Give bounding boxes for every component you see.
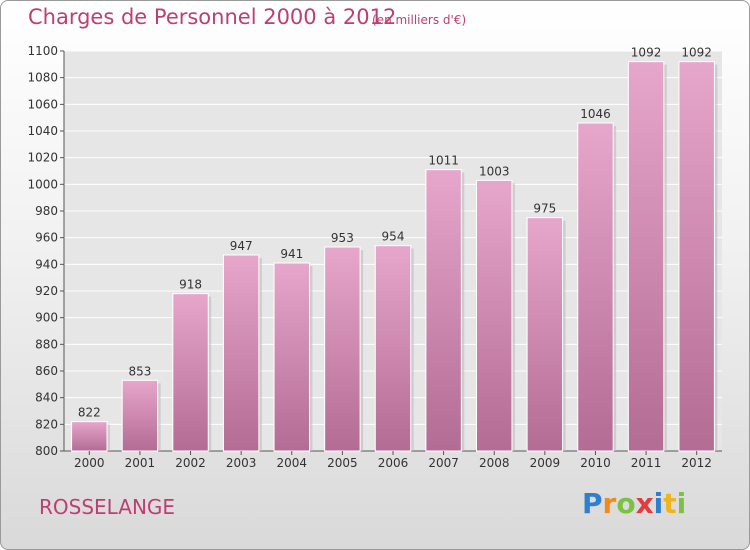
y-tick-label: 840: [35, 391, 58, 405]
commune-name: ROSSELANGE: [39, 495, 176, 519]
y-tick-label: 1060: [27, 97, 58, 111]
value-label: 1011: [428, 154, 459, 168]
x-tick-label: 2002: [175, 456, 206, 470]
chart-title: Charges de Personnel 2000 à 2012: [28, 5, 397, 29]
y-tick-label: 1020: [27, 151, 58, 165]
x-tick-label: 2011: [631, 456, 662, 470]
value-label: 941: [280, 247, 303, 261]
logo-letter: o: [616, 487, 636, 520]
value-label: 975: [533, 202, 556, 216]
y-tick-label: 860: [35, 364, 58, 378]
value-label: 822: [78, 406, 101, 420]
y-tick-label: 820: [35, 417, 58, 431]
logo-letter: i: [653, 487, 664, 520]
x-tick-label: 2006: [378, 456, 409, 470]
value-label: 947: [230, 239, 253, 253]
value-label: 918: [179, 278, 202, 292]
logo-letter: x: [635, 487, 654, 520]
y-tick-label: 880: [35, 337, 58, 351]
x-tick-label: 2012: [681, 456, 712, 470]
unit-note: (en milliers d'€): [372, 13, 467, 27]
x-tick-label: 2009: [530, 456, 561, 470]
bar: [526, 217, 564, 452]
logo-letter: r: [602, 487, 617, 520]
value-label: 1003: [479, 164, 510, 178]
bar: [71, 421, 108, 452]
x-tick-label: 2010: [580, 456, 611, 470]
bar: [172, 293, 209, 452]
bar: [324, 246, 361, 452]
bar: [678, 61, 715, 452]
y-tick-label: 1080: [27, 71, 58, 85]
y-tick-label: 960: [35, 231, 58, 245]
value-label: 954: [382, 230, 405, 244]
bar: [577, 122, 614, 452]
x-tick-label: 2007: [428, 456, 459, 470]
bar: [425, 169, 462, 452]
x-tick-label: 2004: [276, 456, 307, 470]
y-tick-label: 1040: [27, 124, 58, 138]
x-tick-label: 2008: [479, 456, 510, 470]
logo-letter: t: [663, 487, 677, 520]
proxiti-logo: Proxiti: [582, 487, 686, 520]
y-tick-label: 920: [35, 284, 58, 298]
logo-letter: i: [676, 487, 687, 520]
bar: [222, 254, 260, 452]
y-tick-label: 800: [35, 444, 58, 458]
logo-letter: P: [582, 487, 603, 520]
bar: [627, 61, 665, 452]
value-label: 1046: [580, 107, 611, 121]
bar: [374, 245, 412, 452]
value-label: 853: [128, 364, 151, 378]
value-label: 953: [331, 231, 354, 245]
y-tick-label: 980: [35, 204, 58, 218]
y-tick-label: 900: [35, 311, 58, 325]
bar: [476, 179, 513, 452]
x-tick-label: 2001: [125, 456, 156, 470]
y-tick-label: 1000: [27, 177, 58, 191]
y-tick-label: 1100: [27, 44, 58, 58]
value-label: 1092: [631, 46, 662, 60]
x-tick-label: 2003: [226, 456, 257, 470]
bar: [273, 262, 310, 452]
x-tick-label: 2005: [327, 456, 358, 470]
y-tick-label: 940: [35, 257, 58, 271]
value-label: 1092: [681, 46, 712, 60]
bar: [121, 379, 159, 452]
x-tick-label: 2000: [74, 456, 105, 470]
